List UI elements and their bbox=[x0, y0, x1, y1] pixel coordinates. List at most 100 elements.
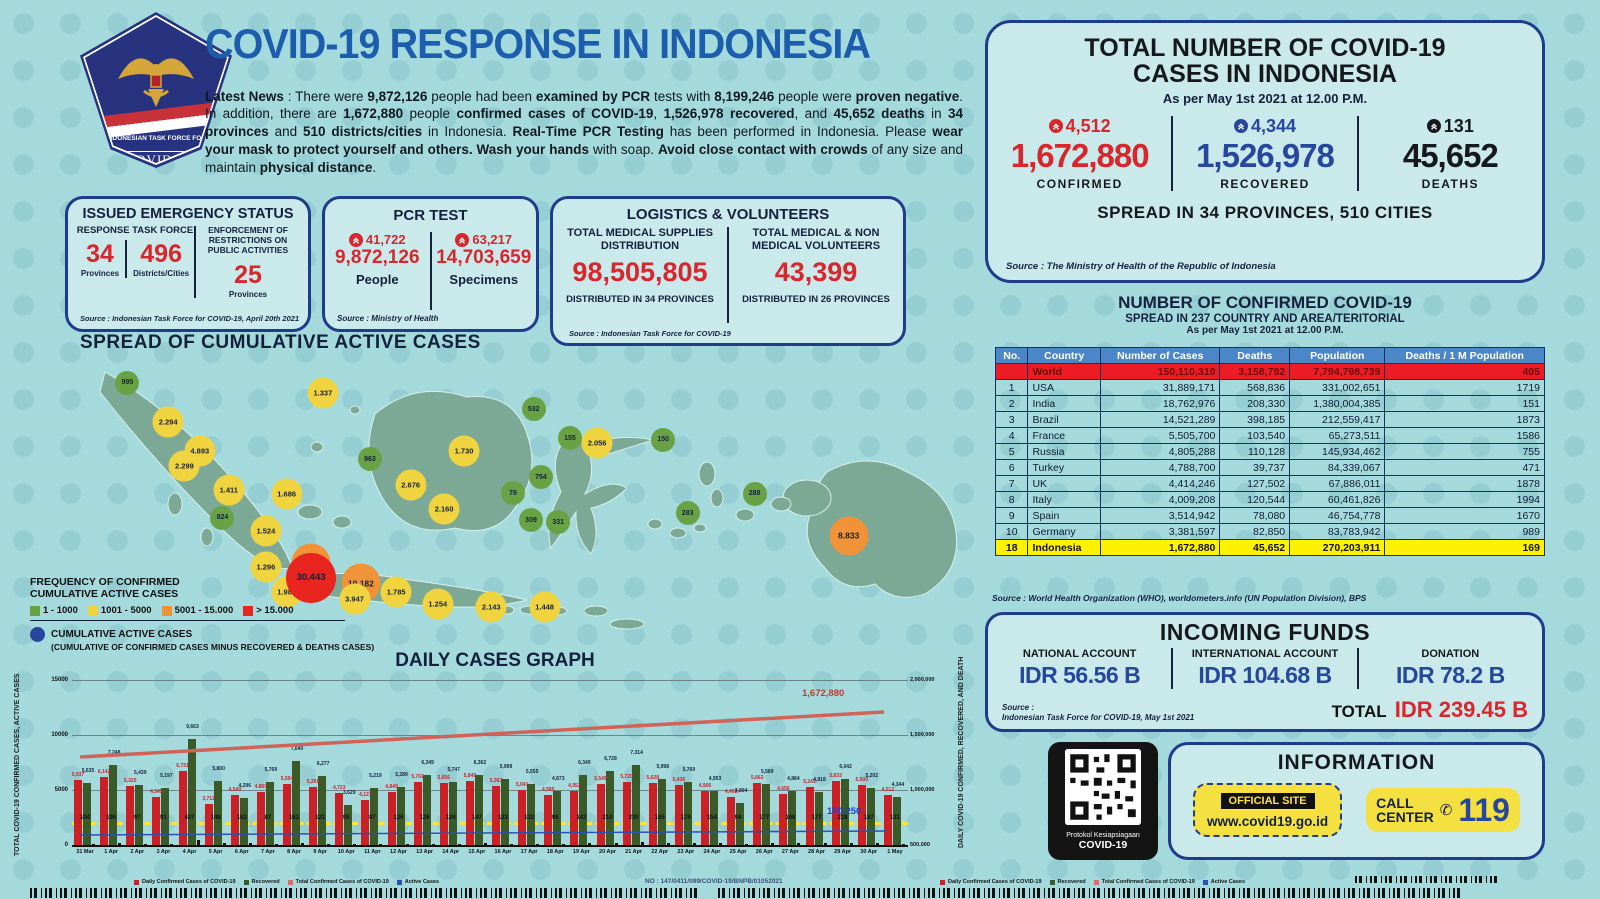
active-line-label: 100,250 bbox=[827, 806, 862, 817]
cell-country: India bbox=[1027, 395, 1102, 412]
cell-deaths: 110,128 bbox=[1219, 443, 1291, 460]
volunteers-value: 43,399 bbox=[774, 257, 858, 288]
bar-group: 5,363 5,999 bbox=[490, 680, 516, 845]
daily-deaths-label: 94 bbox=[734, 815, 742, 821]
indonesia-map: 995 2.294 1.337 4.893 2.299 532 963 1.730 1.411 1… bbox=[55, 352, 960, 652]
funds-total-value: IDR 239.45 B bbox=[1394, 697, 1528, 722]
deaths-bar bbox=[823, 843, 827, 845]
confirmed-bar bbox=[727, 796, 736, 845]
date-label: 10 Apr bbox=[337, 849, 355, 855]
emergency-box-title: ISSUED EMERGENCY STATUS bbox=[82, 206, 294, 222]
cell-population: 7,794,798,739 bbox=[1289, 363, 1386, 380]
official-site-url[interactable]: www.covid19.go.id bbox=[1207, 814, 1329, 829]
totals-panel: TOTAL NUMBER OF COVID-19 CASES IN INDONE… bbox=[985, 20, 1545, 283]
table-row: 8 Italy 4,009,208 120,544 60,461,826 1994 bbox=[994, 491, 1545, 508]
totals-source: Source : The Ministry of Health of the R… bbox=[1006, 261, 1276, 272]
legend-swatch bbox=[243, 605, 254, 616]
call-word-1: CALL bbox=[1376, 795, 1414, 811]
recovered-bar bbox=[605, 771, 614, 845]
recovered-bar bbox=[318, 775, 327, 845]
confirmed-bar bbox=[387, 791, 396, 845]
cell-country: Brazil bbox=[1027, 411, 1102, 428]
bar-group: 4,906 4,953 bbox=[699, 680, 725, 845]
confirmed-bar bbox=[805, 787, 814, 845]
confirmed-value-label: 5,662 bbox=[750, 774, 764, 781]
date-label: 30 Apr bbox=[860, 849, 878, 855]
cell-no: 8 bbox=[994, 491, 1029, 508]
total-stat: 4,344 1,526,978 RECOVERED bbox=[1171, 115, 1356, 191]
recovered-bar bbox=[422, 775, 431, 845]
deaths-bar bbox=[640, 842, 644, 845]
graph-legend-label: Daily Confirmed Cases of COVID-19 bbox=[142, 879, 236, 885]
news-segment: people bbox=[403, 106, 457, 122]
deaths-bar bbox=[562, 843, 566, 845]
confirmed-value-label: 5,549 bbox=[594, 775, 607, 782]
deaths-bar bbox=[483, 843, 487, 845]
cell-no: 4 bbox=[994, 427, 1029, 444]
confirmed-value-label: 5,833 bbox=[829, 772, 842, 779]
confirmed-value-label: 4,656 bbox=[777, 785, 790, 792]
deaths-bar bbox=[301, 843, 304, 845]
logo-org-line: INDONESIAN TASK FORCE FOR bbox=[106, 135, 206, 142]
news-segment: wear your mask to protect yourself and o… bbox=[205, 124, 963, 157]
incoming-funds-panel: INCOMING FUNDS NATIONAL ACCOUNT IDR 56.56… bbox=[985, 612, 1545, 732]
recovered-bar bbox=[710, 790, 718, 845]
world-table-heading: NUMBER OF CONFIRMED COVID-19 SPREAD IN 2… bbox=[985, 293, 1545, 336]
recovered-value-label: 5,769 bbox=[682, 766, 696, 773]
confirmed-bar bbox=[204, 804, 213, 845]
graph-legend-label: Daily Confirmed Cases of COVID-19 bbox=[948, 879, 1042, 885]
official-site-badge[interactable]: OFFICIAL SITE www.covid19.go.id bbox=[1193, 783, 1343, 837]
recovered-value-label: 4,296 bbox=[238, 782, 251, 789]
cell-deaths: 45,652 bbox=[1219, 539, 1291, 556]
recovered-bar bbox=[213, 781, 222, 845]
deaths-bar bbox=[222, 843, 226, 845]
cell-country: Russia bbox=[1027, 443, 1102, 460]
logistics-box: LOGISTICS & VOLUNTEERS TOTAL MEDICAL SUP… bbox=[550, 196, 906, 346]
news-segment: 1,526,978 bbox=[663, 106, 724, 122]
divider bbox=[194, 226, 196, 298]
task-force-logo: INDONESIAN TASK FORCE FOR COVID-19 bbox=[80, 12, 232, 168]
confirmed-bar bbox=[674, 785, 683, 845]
daily-deaths-label: 163 bbox=[288, 815, 299, 821]
table-header-cell: Country bbox=[1027, 347, 1102, 364]
news-segment: : There were bbox=[283, 88, 368, 104]
y-axis-tick: 10000 bbox=[51, 732, 68, 738]
date-label: 20 Apr bbox=[599, 849, 616, 855]
case-bubble: 331 bbox=[546, 510, 571, 535]
left-axis-caption: TOTAL COVID-19 CONFIRMED CASES, ACTIVE C… bbox=[14, 673, 21, 856]
phone-icon: ✆ bbox=[1439, 802, 1453, 819]
daily-deaths-label: 165 bbox=[654, 815, 665, 821]
daily-deaths-label: 177 bbox=[811, 815, 822, 821]
recovered-value-label: 7,248 bbox=[107, 750, 121, 757]
news-segment: 34 provinces bbox=[205, 106, 963, 140]
confirmed-value-label: 6,731 bbox=[176, 762, 189, 769]
qr-code-icon[interactable] bbox=[1065, 749, 1141, 825]
deaths-bar bbox=[875, 842, 879, 845]
confirmed-bar bbox=[309, 787, 318, 845]
cell-deaths-per-million: 151 bbox=[1384, 395, 1545, 412]
deaths-bar bbox=[797, 843, 801, 845]
bar-group: 4,512 4,344 bbox=[882, 680, 908, 845]
recovered-bar bbox=[109, 765, 118, 845]
cell-population: 84,339,067 bbox=[1289, 459, 1386, 476]
confirmed-bar bbox=[570, 790, 579, 845]
recovered-bar bbox=[814, 792, 823, 845]
cell-deaths-per-million: 169 bbox=[1384, 539, 1545, 556]
call-center-badge[interactable]: CALL CENTER ✆ 119 bbox=[1366, 788, 1520, 832]
table-row: 3 Brazil 14,521,289 398,185 212,559,417 1873 bbox=[994, 411, 1545, 428]
recovered-bar bbox=[187, 738, 196, 845]
date-label: 31 Mar bbox=[76, 849, 94, 855]
bar-group: 5,265 6,277 bbox=[307, 680, 333, 845]
pcr-specimens-delta: 63,217 bbox=[472, 232, 513, 247]
recovered-bar bbox=[396, 786, 405, 845]
graph-legend-item: Total Confirmed Cases of COVID-19 bbox=[1093, 879, 1195, 885]
case-bubble: 2.294 bbox=[152, 406, 184, 438]
confirmed-bar bbox=[648, 783, 657, 845]
table-row: 1 USA 31,889,171 568,836 331,002,651 1719 bbox=[994, 379, 1545, 396]
recovered-value-label: 5,998 bbox=[656, 764, 669, 771]
world-cases-table: No. Country Number of Cases Deaths Populatio… bbox=[994, 347, 1545, 556]
date-label: 24 Apr bbox=[703, 849, 721, 855]
cell-country: Italy bbox=[1027, 491, 1102, 508]
qr-card[interactable]: Protokol Kesiapsiagaan COVID-19 bbox=[1048, 742, 1158, 860]
